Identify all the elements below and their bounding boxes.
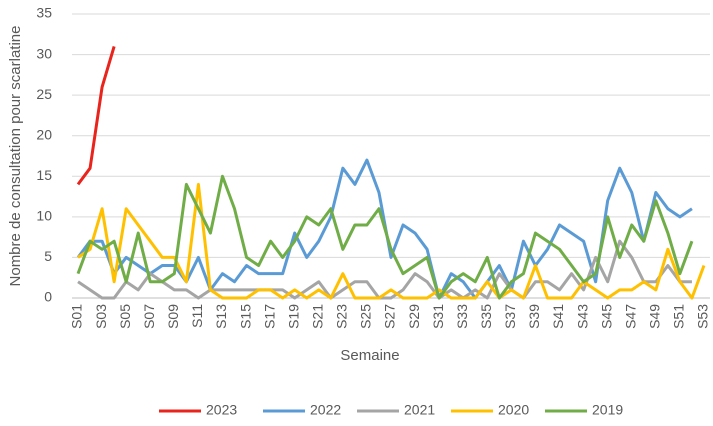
x-tick-label: S23 [334,304,350,329]
x-tick-label: S07 [141,304,157,329]
x-axis-title: Semaine [340,347,399,364]
legend-label: 2020 [498,402,529,418]
x-tick-label: S31 [430,304,446,329]
legend-label: 2023 [206,402,237,418]
x-tick-label: S49 [647,304,663,329]
x-tick-label: S03 [93,304,109,329]
x-tick-label: S01 [69,304,85,329]
legend-label: 2019 [592,402,623,418]
x-tick-label: S13 [213,304,229,329]
x-tick-label: S21 [309,304,325,329]
x-tick-label: S33 [454,304,470,329]
x-tick-label: S35 [478,304,494,329]
x-tick-label: S25 [358,304,374,329]
x-tick-label: S45 [598,304,614,329]
legend-label: 2021 [404,402,435,418]
y-tick-label: 35 [36,5,52,21]
y-tick-label: 30 [36,45,52,61]
x-tick-label: S19 [285,304,301,329]
y-axis-title: Nombre de consultation pour scarlatine [7,26,24,287]
y-tick-label: 15 [36,167,52,183]
y-tick-label: 0 [44,289,52,305]
x-tick-label: S43 [574,304,590,329]
series-line [76,46,116,186]
x-tick-label: S17 [261,304,277,329]
x-tick-label: S27 [382,304,398,329]
series-line [76,174,694,300]
y-tick-label: 5 [44,248,52,264]
series-line [77,182,706,300]
x-tick-label: S29 [406,304,422,329]
x-tick-label: S41 [550,304,566,329]
x-tick-label: S51 [671,304,687,329]
x-tick-label: S37 [502,304,518,329]
series-line [77,239,692,300]
x-tick-label: S05 [117,304,133,329]
x-tick-label: S09 [165,304,181,329]
y-tick-label: 10 [36,208,52,224]
y-tick-label: 20 [36,126,52,142]
x-tick-label: S11 [189,304,205,328]
legend-label: 2022 [310,402,341,418]
x-tick-label: S15 [237,304,253,329]
x-tick-label: S53 [695,304,711,329]
x-tick-label: S39 [526,304,542,329]
y-tick-label: 25 [36,86,52,102]
x-tick-label: S47 [622,304,638,329]
